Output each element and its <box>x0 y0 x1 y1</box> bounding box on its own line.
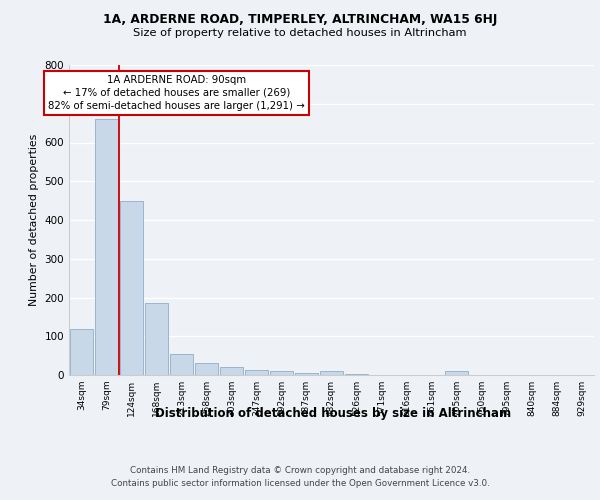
Text: Distribution of detached houses by size in Altrincham: Distribution of detached houses by size … <box>155 408 511 420</box>
Bar <box>195 362 218 375</box>
Bar <box>120 200 143 375</box>
Bar <box>95 119 118 375</box>
Bar <box>445 371 468 375</box>
Y-axis label: Number of detached properties: Number of detached properties <box>29 134 39 306</box>
Bar <box>145 304 168 375</box>
Bar <box>295 373 318 375</box>
Bar <box>220 367 243 375</box>
Bar <box>70 328 93 375</box>
Bar <box>320 371 343 375</box>
Bar <box>270 371 293 375</box>
Text: 1A, ARDERNE ROAD, TIMPERLEY, ALTRINCHAM, WA15 6HJ: 1A, ARDERNE ROAD, TIMPERLEY, ALTRINCHAM,… <box>103 12 497 26</box>
Text: Size of property relative to detached houses in Altrincham: Size of property relative to detached ho… <box>133 28 467 38</box>
Bar <box>170 354 193 375</box>
Bar <box>345 374 368 375</box>
Text: Contains HM Land Registry data © Crown copyright and database right 2024.
Contai: Contains HM Land Registry data © Crown c… <box>110 466 490 487</box>
Bar <box>245 370 268 375</box>
Text: 1A ARDERNE ROAD: 90sqm
← 17% of detached houses are smaller (269)
82% of semi-de: 1A ARDERNE ROAD: 90sqm ← 17% of detached… <box>48 74 305 111</box>
